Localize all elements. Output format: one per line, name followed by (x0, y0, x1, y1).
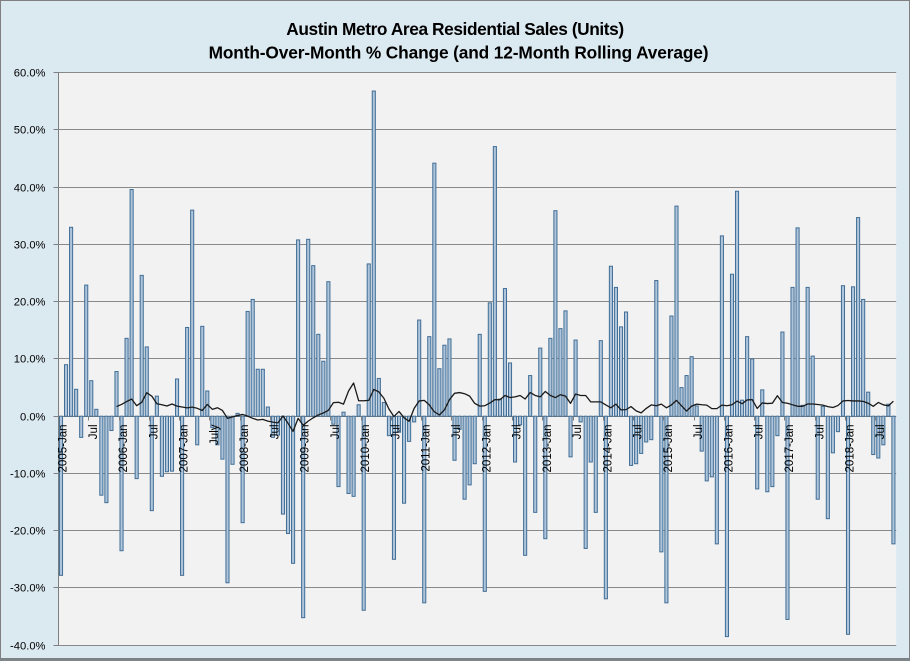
svg-text:10.0%: 10.0% (14, 353, 46, 365)
svg-text:2013-Jan: 2013-Jan (542, 425, 554, 473)
svg-text:2005-Jan: 2005-Jan (58, 425, 70, 473)
svg-text:30.0%: 30.0% (14, 239, 46, 251)
svg-text:40.0%: 40.0% (14, 182, 46, 194)
svg-text:-40.0%: -40.0% (10, 640, 45, 652)
svg-text:Jul: Jul (693, 425, 705, 440)
svg-text:Austin Metro Area Residential: Austin Metro Area Residential Sales (Uni… (286, 19, 623, 39)
svg-text:Jul: Jul (572, 425, 584, 440)
svg-text:Jul: Jul (754, 425, 766, 440)
svg-text:Jul: Jul (390, 425, 402, 440)
svg-text:Jul: Jul (633, 425, 645, 440)
svg-text:2018-Jan: 2018-Jan (845, 425, 857, 473)
svg-text:Jul: Jul (148, 425, 160, 440)
svg-text:50.0%: 50.0% (14, 124, 46, 136)
svg-text:2007-Jan: 2007-Jan (179, 425, 191, 473)
svg-text:2008-Jan: 2008-Jan (239, 425, 251, 473)
svg-text:2010-Jan: 2010-Jan (360, 425, 372, 473)
svg-text:Jul: Jul (512, 425, 524, 440)
svg-text:-20.0%: -20.0% (10, 525, 45, 537)
svg-text:Jul: Jul (330, 425, 342, 440)
svg-text:2016-Jan: 2016-Jan (723, 425, 735, 473)
svg-text:2011-Jan: 2011-Jan (421, 425, 433, 472)
svg-text:Month-Over-Month % Change (and: Month-Over-Month % Change (and 12-Month … (209, 43, 709, 63)
svg-text:20.0%: 20.0% (14, 296, 46, 308)
svg-text:Jul: Jul (451, 425, 463, 440)
svg-text:Jul: Jul (875, 425, 887, 440)
svg-text:-30.0%: -30.0% (10, 582, 45, 594)
svg-text:-10.0%: -10.0% (10, 468, 45, 480)
svg-text:Jul: Jul (88, 425, 100, 440)
svg-text:July: July (209, 424, 221, 445)
svg-text:2012-Jan: 2012-Jan (481, 425, 493, 473)
svg-text:2017-Jan: 2017-Jan (784, 425, 796, 473)
svg-text:0.0%: 0.0% (20, 411, 46, 423)
svg-text:2006-Jan: 2006-Jan (118, 425, 130, 473)
svg-text:2009-Jan: 2009-Jan (300, 425, 312, 473)
svg-text:2014-Jan: 2014-Jan (602, 425, 614, 473)
svg-text:Jul: Jul (269, 425, 281, 440)
svg-text:Jul: Jul (814, 425, 826, 440)
svg-text:60.0%: 60.0% (14, 67, 46, 79)
svg-text:2015-Jan: 2015-Jan (663, 425, 675, 473)
